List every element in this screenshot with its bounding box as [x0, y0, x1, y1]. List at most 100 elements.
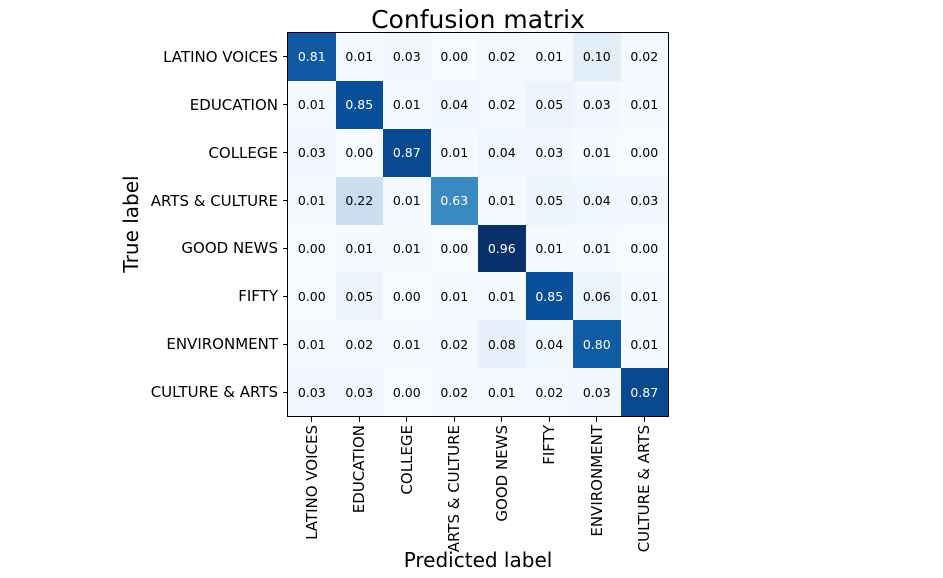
- y-tick-row-4: GOOD NEWS: [0, 225, 288, 273]
- matrix-cell-r6-c0: 0.01: [288, 320, 336, 369]
- matrix-cell-r4-c4: 0.96: [478, 224, 526, 273]
- matrix-cell-r5-c3: 0.01: [430, 272, 478, 321]
- matrix-cell-r0-c5: 0.01: [525, 33, 573, 81]
- matrix-cell-r6-c7: 0.01: [620, 320, 668, 369]
- y-tick-mark: [283, 200, 288, 202]
- y-tick-row-6: ENVIRONMENT: [0, 320, 288, 368]
- x-tick-label: CULTURE & ARTS: [635, 425, 654, 553]
- y-tick-mark: [283, 104, 288, 106]
- matrix-cell-r3-c4: 0.01: [478, 176, 526, 225]
- matrix-cell-r4-c2: 0.01: [383, 224, 431, 273]
- y-tick-mark: [283, 152, 288, 154]
- y-tick-row-1: EDUCATION: [0, 81, 288, 129]
- matrix-cell-r7-c1: 0.03: [335, 368, 383, 416]
- matrix-cell-r5-c1: 0.05: [335, 272, 383, 321]
- x-tick-label: FIFTY: [540, 425, 559, 465]
- x-tick-label: LATINO VOICES: [302, 425, 321, 540]
- x-tick-col-5: FIFTY: [526, 417, 574, 552]
- y-tick-row-5: FIFTY: [0, 272, 288, 320]
- matrix-cell-r1-c3: 0.04: [430, 80, 478, 129]
- y-tick-mark: [283, 343, 288, 345]
- y-tick-mark: [283, 295, 288, 297]
- x-tick-label: COLLEGE: [397, 425, 416, 495]
- matrix-cell-r7-c7: 0.87: [620, 368, 668, 416]
- y-tick-label: ENVIRONMENT: [166, 335, 278, 354]
- matrix-cell-r3-c6: 0.04: [573, 176, 621, 225]
- matrix-cell-r6-c6: 0.80: [573, 320, 621, 369]
- matrix-cell-r3-c7: 0.03: [620, 176, 668, 225]
- matrix-cell-r5-c7: 0.01: [620, 272, 668, 321]
- matrix-cell-r2-c2: 0.87: [383, 128, 431, 177]
- matrix-cell-r5-c0: 0.00: [288, 272, 336, 321]
- y-tick-label: LATINO VOICES: [163, 47, 278, 66]
- matrix-cell-r0-c3: 0.00: [430, 33, 478, 81]
- x-tick-col-2: COLLEGE: [383, 417, 431, 552]
- y-tick-row-7: CULTURE & ARTS: [0, 368, 288, 416]
- matrix-cell-r5-c6: 0.06: [573, 272, 621, 321]
- x-tick-label: EDUCATION: [350, 425, 369, 514]
- x-tick-mark: [501, 417, 503, 422]
- matrix-cell-r2-c1: 0.00: [335, 128, 383, 177]
- matrix-cell-r7-c5: 0.02: [525, 368, 573, 416]
- matrix-cell-r2-c0: 0.03: [288, 128, 336, 177]
- x-tick-mark: [548, 417, 550, 422]
- matrix-cell-r2-c6: 0.01: [573, 128, 621, 177]
- x-axis-title: Predicted label: [403, 548, 553, 572]
- y-tick-row-2: COLLEGE: [0, 129, 288, 177]
- chart-title: Confusion matrix: [371, 5, 585, 34]
- matrix-cell-r1-c2: 0.01: [383, 80, 431, 129]
- matrix-cell-r4-c6: 0.01: [573, 224, 621, 273]
- matrix-cell-r7-c0: 0.03: [288, 368, 336, 416]
- matrix-cell-r0-c4: 0.02: [478, 33, 526, 81]
- matrix-cell-r3-c3: 0.63: [430, 176, 478, 225]
- matrix-cell-r4-c3: 0.00: [430, 224, 478, 273]
- x-tick-mark: [453, 417, 455, 422]
- x-tick-label: GOOD NEWS: [492, 425, 511, 522]
- matrix-cell-r6-c3: 0.02: [430, 320, 478, 369]
- y-axis-tick-labels: LATINO VOICES EDUCATION COLLEGE ARTS & CULT…: [0, 33, 288, 416]
- y-tick-label: EDUCATION: [189, 95, 278, 114]
- heatmap-grid: 0.81 0.01 0.03 0.00 0.02 0.01 0.10 0.02 0.01 0.85…: [287, 32, 669, 417]
- y-tick-mark: [283, 391, 288, 393]
- matrix-cell-r6-c2: 0.01: [383, 320, 431, 369]
- matrix-cell-r5-c4: 0.01: [478, 272, 526, 321]
- matrix-cell-r2-c7: 0.00: [620, 128, 668, 177]
- x-tick-col-6: ENVIRONMENT: [573, 417, 621, 552]
- x-tick-mark: [596, 417, 598, 422]
- x-tick-col-0: LATINO VOICES: [288, 417, 336, 552]
- matrix-cell-r1-c6: 0.03: [573, 80, 621, 129]
- matrix-cell-r0-c2: 0.03: [383, 33, 431, 81]
- matrix-cell-r2-c4: 0.04: [478, 128, 526, 177]
- matrix-cell-r3-c0: 0.01: [288, 176, 336, 225]
- matrix-cell-r5-c2: 0.00: [383, 272, 431, 321]
- matrix-cell-r3-c5: 0.05: [525, 176, 573, 225]
- x-axis-tick-labels: LATINO VOICES EDUCATION COLLEGE ARTS & CULT…: [288, 417, 668, 552]
- x-tick-mark: [358, 417, 360, 422]
- matrix-cell-r1-c4: 0.02: [478, 80, 526, 129]
- y-tick-label: CULTURE & ARTS: [150, 383, 278, 402]
- x-tick-label: ARTS & CULTURE: [445, 425, 464, 553]
- matrix-cell-r7-c3: 0.02: [430, 368, 478, 416]
- y-tick-label: GOOD NEWS: [181, 239, 278, 258]
- matrix-cell-r0-c7: 0.02: [620, 33, 668, 81]
- y-tick-label: COLLEGE: [208, 143, 278, 162]
- matrix-cell-r0-c1: 0.01: [335, 33, 383, 81]
- matrix-cell-r0-c0: 0.81: [288, 33, 336, 81]
- matrix-cell-r7-c6: 0.03: [573, 368, 621, 416]
- x-tick-mark: [643, 417, 645, 422]
- matrix-cell-r1-c1: 0.85: [335, 80, 383, 129]
- matrix-cell-r1-c7: 0.01: [620, 80, 668, 129]
- matrix-cell-r4-c0: 0.00: [288, 224, 336, 273]
- matrix-cell-r1-c5: 0.05: [525, 80, 573, 129]
- matrix-cell-r6-c4: 0.08: [478, 320, 526, 369]
- matrix-cell-r1-c0: 0.01: [288, 80, 336, 129]
- matrix-cell-r7-c4: 0.01: [478, 368, 526, 416]
- y-tick-row-0: LATINO VOICES: [0, 33, 288, 81]
- matrix-cell-r4-c7: 0.00: [620, 224, 668, 273]
- x-tick-col-4: GOOD NEWS: [478, 417, 526, 552]
- matrix-cell-r0-c6: 0.10: [573, 33, 621, 81]
- matrix-cell-r6-c5: 0.04: [525, 320, 573, 369]
- matrix-cell-r2-c3: 0.01: [430, 128, 478, 177]
- matrix-cell-r5-c5: 0.85: [525, 272, 573, 321]
